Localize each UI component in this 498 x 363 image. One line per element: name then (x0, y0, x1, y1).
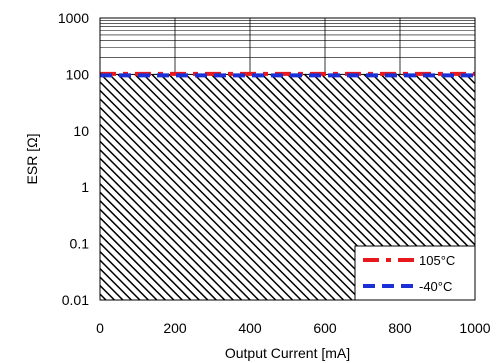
y-tick-label: 1000 (58, 10, 89, 26)
plot-frame (99, 17, 476, 301)
legend-box (354, 245, 476, 301)
x-tick-label: 400 (238, 320, 262, 336)
legend: 105°C -40°C (354, 245, 476, 301)
y-tick-label: 0.1 (70, 236, 90, 252)
y-tick-label: 10 (73, 123, 89, 139)
y-axis-title: ESR [Ω] (24, 134, 40, 185)
x-tick-label: 1000 (459, 320, 490, 336)
y-tick-label: 0.01 (62, 292, 89, 308)
x-tick-labels: 0 200 400 600 800 1000 (96, 320, 491, 336)
y-tick-label: 1 (81, 179, 89, 195)
legend-label-minus40c: -40°C (419, 279, 452, 294)
x-axis-title: Output Current [mA] (225, 345, 350, 361)
y-tick-label: 100 (66, 66, 90, 82)
x-tick-label: 0 (96, 320, 104, 336)
x-tick-label: 600 (313, 320, 337, 336)
x-tick-label: 800 (388, 320, 412, 336)
legend-label-105c: 105°C (419, 253, 455, 268)
series-layer (100, 71, 475, 78)
x-tick-label: 200 (163, 320, 187, 336)
y-tick-labels: 0.01 0.1 1 10 100 1000 (58, 10, 89, 308)
